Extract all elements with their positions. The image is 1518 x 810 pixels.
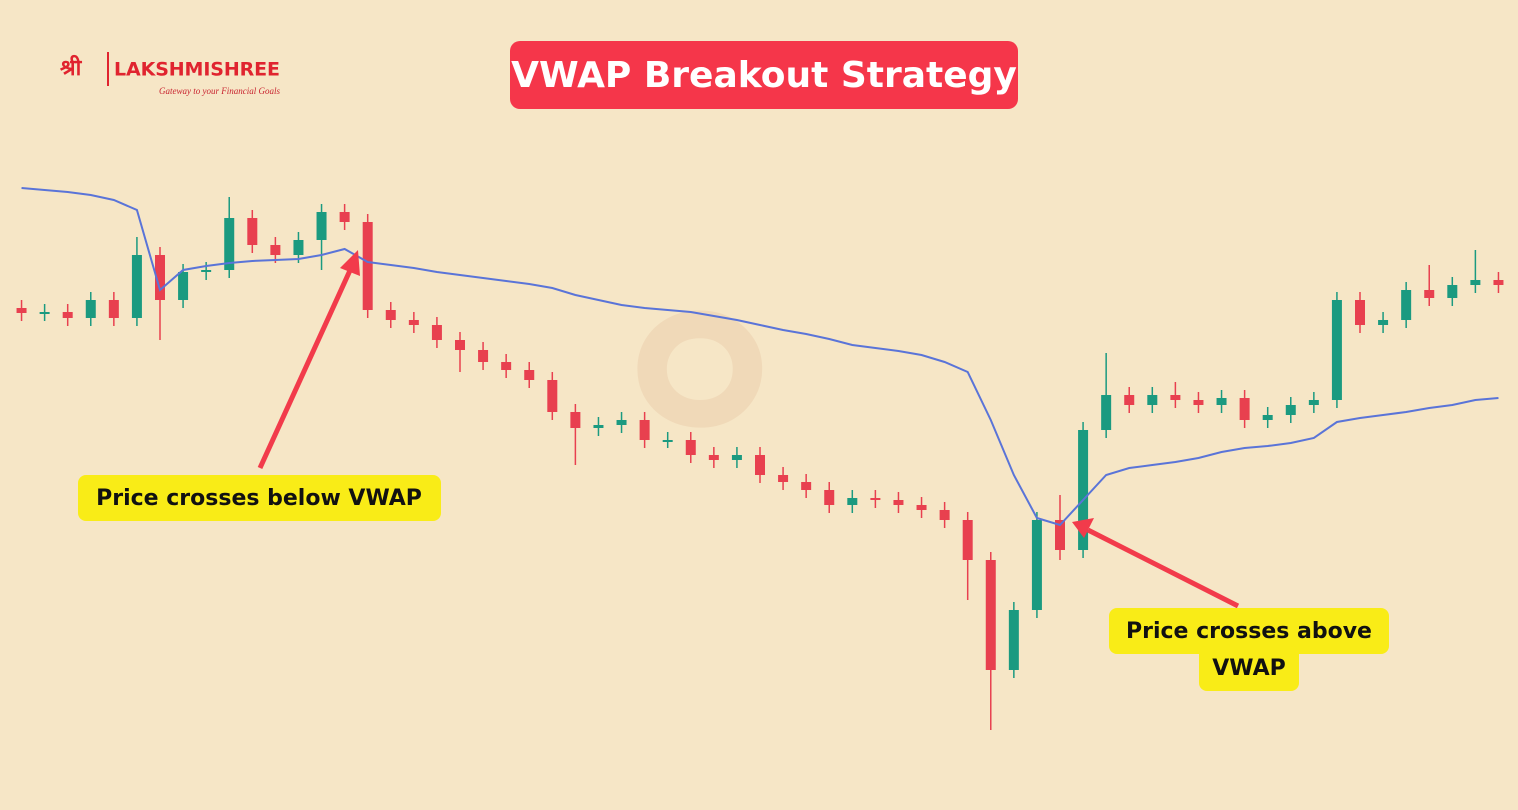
candle-body <box>39 312 50 314</box>
candle-body <box>1193 400 1204 405</box>
candle-body <box>685 440 696 455</box>
arrow-shaft <box>1086 527 1240 609</box>
candle-body <box>247 218 258 245</box>
candle-body <box>870 498 881 500</box>
vwap-line <box>21 187 1499 527</box>
callout-box <box>1199 646 1299 691</box>
candle-body <box>385 310 396 320</box>
candle-body <box>962 520 973 560</box>
candle-body <box>1378 320 1389 325</box>
callout-box <box>78 475 441 521</box>
callout-text: Price crosses above <box>1126 619 1372 644</box>
candle-body <box>85 300 96 318</box>
candle-body <box>1285 405 1296 415</box>
candle-body <box>1031 520 1042 610</box>
candle-body <box>1424 290 1435 298</box>
candle-body <box>1447 285 1458 298</box>
callouts: Price crosses below VWAP Price crosses a… <box>78 250 1389 691</box>
candle-body <box>1078 430 1089 550</box>
candle-body <box>478 350 489 362</box>
candle-body <box>593 425 604 428</box>
callout-box <box>1109 608 1389 654</box>
candle-body <box>1470 280 1481 285</box>
candle-body <box>916 505 927 510</box>
candle-body <box>501 362 512 370</box>
candle-body <box>1170 395 1181 400</box>
candle-body <box>155 255 165 300</box>
candle-body <box>755 455 765 475</box>
candle-body <box>547 380 558 412</box>
logo-mark: श्री <box>60 54 83 81</box>
arrow-shaft <box>257 264 355 470</box>
title-box <box>510 41 1018 109</box>
arrow-head <box>1072 518 1094 538</box>
candle-body <box>847 498 858 505</box>
candle-body <box>801 482 812 490</box>
candle-body <box>270 245 281 255</box>
candle-body <box>1101 395 1112 430</box>
callout-text: VWAP <box>1212 656 1285 681</box>
candle-body <box>1124 395 1135 405</box>
candle-body <box>1216 398 1227 405</box>
candle-body <box>316 212 327 240</box>
candle-body <box>62 312 73 318</box>
candle-body <box>778 475 789 482</box>
watermark: ॰ <box>611 156 790 645</box>
logo-tagline: Gateway to your Financial Goals <box>159 86 280 96</box>
plot <box>16 187 1504 730</box>
candle-body <box>1008 610 1019 670</box>
candle-body <box>893 500 904 505</box>
candle-body <box>1493 280 1504 285</box>
candle-body <box>131 255 142 318</box>
candle-body <box>824 490 835 505</box>
arrow-head <box>340 250 360 276</box>
candle-body <box>1147 395 1158 405</box>
candle-body <box>662 440 673 442</box>
candle-body <box>362 222 373 310</box>
candle-body <box>1055 520 1065 550</box>
candle-body <box>108 300 119 318</box>
candle-body <box>985 560 996 670</box>
candle-body <box>1308 400 1319 405</box>
candle-body <box>708 455 719 460</box>
candle-body <box>1262 415 1273 420</box>
candle-body <box>293 240 304 255</box>
candle-body <box>731 455 742 460</box>
candle-body <box>616 420 627 425</box>
candle-body <box>16 308 27 313</box>
candle-body <box>1239 398 1250 420</box>
candle-body <box>224 218 235 270</box>
candle-body <box>178 272 189 300</box>
callout-text: Price crosses below VWAP <box>96 486 422 511</box>
candle-body <box>939 510 950 520</box>
candle-body <box>570 412 581 428</box>
candle-body <box>339 212 350 222</box>
candle-body <box>1401 290 1412 320</box>
candle-body <box>431 325 442 340</box>
logo: श्री LAKSHMISHREE Gateway to your Financ… <box>60 52 280 96</box>
candle-body <box>201 270 212 272</box>
candle-body <box>639 420 650 440</box>
chart-title: VWAP Breakout Strategy <box>511 55 1017 96</box>
candle-body <box>408 320 419 325</box>
candle-body <box>524 370 535 380</box>
candle-body <box>1355 300 1365 325</box>
candle-body <box>1331 300 1342 400</box>
logo-name: LAKSHMISHREE <box>114 59 280 81</box>
candle-body <box>455 340 465 350</box>
